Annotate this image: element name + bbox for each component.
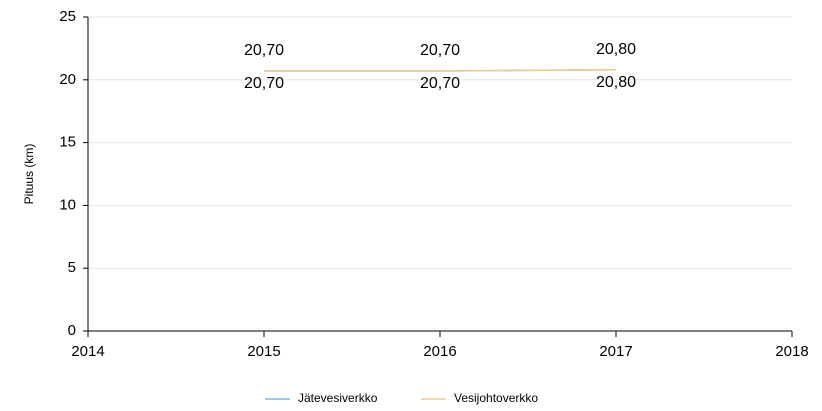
y-tick-label: 25 — [59, 8, 76, 25]
x-tick-label: 2015 — [247, 343, 280, 360]
data-label: 20,80 — [596, 74, 636, 91]
data-label: 20,80 — [596, 41, 636, 58]
line — [264, 69, 617, 72]
y-tick-label: 15 — [59, 134, 76, 151]
data-label: 20,70 — [420, 75, 460, 92]
y-tick-label: 5 — [68, 259, 76, 276]
data-label: 20,70 — [420, 42, 460, 59]
y-tick-label: 0 — [68, 322, 76, 339]
x-tick-label: 2018 — [775, 343, 808, 360]
y-axis-label: Pituus (km) — [22, 144, 36, 205]
y-tick-label: 20 — [59, 71, 76, 88]
legend-label: Jätevesiverkko — [298, 391, 378, 405]
x-tick-label: 2016 — [423, 343, 456, 360]
data-label: 20,70 — [244, 42, 284, 59]
data-label: 20,70 — [244, 75, 284, 92]
x-tick-label: 2017 — [599, 343, 632, 360]
x-tick-label: 2014 — [71, 343, 104, 360]
y-tick-label: 10 — [59, 196, 76, 213]
legend-label: Vesijohtoverkko — [454, 391, 538, 405]
